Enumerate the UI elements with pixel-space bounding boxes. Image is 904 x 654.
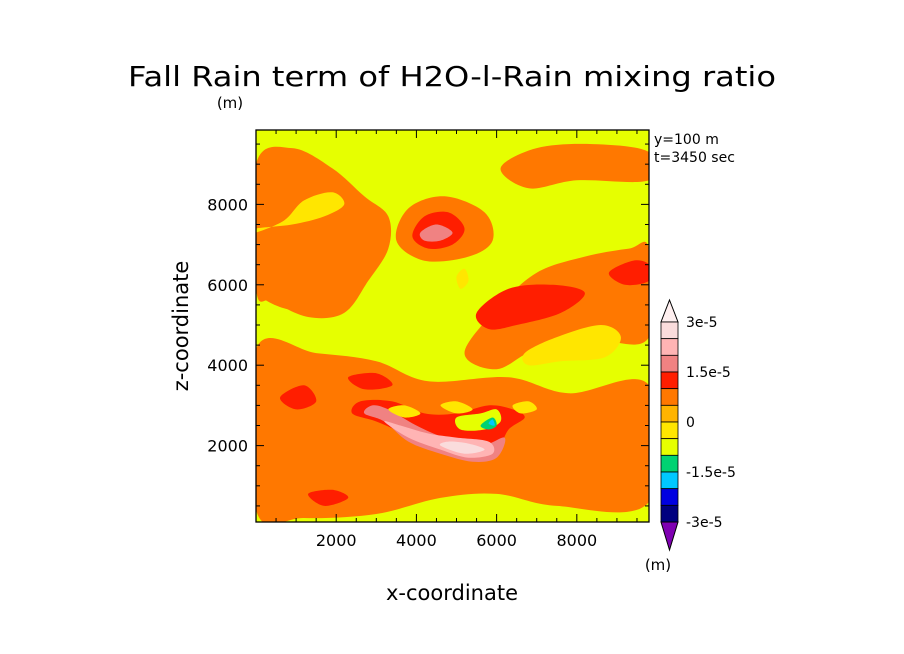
- colorbar-box: [660, 488, 679, 506]
- x-tick-label: 2000: [316, 531, 357, 550]
- y-tick-label: 6000: [207, 276, 248, 295]
- colorbar-box: [660, 338, 679, 356]
- contour-orange-far-right: [608, 260, 649, 286]
- x-tick-label: 4000: [396, 531, 437, 550]
- contour-green-lower-right: [512, 401, 537, 414]
- info-t: t=3450 sec: [654, 150, 735, 166]
- colorbar-tick-label: 0: [686, 415, 695, 431]
- contour-orange-left-mid: [279, 385, 317, 410]
- colorbar-box: [660, 371, 679, 390]
- colorbar-box: [660, 388, 679, 406]
- colorbar-top-arrow: [660, 298, 679, 323]
- contour-green-lower-left: [388, 405, 421, 418]
- colorbar-box: [660, 404, 679, 423]
- colorbar-box: [660, 421, 679, 440]
- colorbar-tick-label: 3e-5: [686, 315, 717, 331]
- contour-orange-mid: [347, 372, 393, 390]
- colorbar-box: [660, 504, 679, 523]
- info-y: y=100 m: [654, 132, 719, 148]
- colorbar-box: [660, 454, 679, 473]
- contour-red-top-core: [419, 224, 453, 242]
- colorbar-box: [660, 354, 679, 373]
- y-tick-label: 8000: [207, 195, 248, 214]
- y-tick-label: 2000: [207, 437, 248, 456]
- colorbar-bottom-arrow: [660, 521, 679, 552]
- y-tick-label: 4000: [207, 356, 248, 375]
- contour-green-right: [522, 325, 621, 366]
- contour-green-small-mid: [456, 268, 469, 289]
- axis-ticks: 2000 4000 6000 8000 2000 4000 6000 8000: [207, 130, 649, 550]
- colorbar-box: [660, 438, 679, 456]
- plot-unit-label: (m): [217, 94, 243, 112]
- x-tick-label: 8000: [556, 531, 597, 550]
- colorbar-box: [660, 321, 679, 340]
- contour-dark-blue-lower: [488, 419, 495, 426]
- chart-title: Fall Rain term of H2O-l-Rain mixing rati…: [128, 60, 776, 93]
- plot-border: [255, 129, 650, 523]
- contour-orange-right-band: [475, 284, 585, 330]
- colorbar-tick-label: -3e-5: [686, 515, 723, 531]
- contour-warm-band-top-right: [500, 143, 649, 189]
- contour-orange-left-low: [307, 489, 349, 506]
- plot-area: [255, 129, 650, 523]
- colorbar: 3e-5 1.5e-5 0 -1.5e-5 -3e-5: [660, 298, 736, 552]
- colorbar-tick-label: 1.5e-5: [686, 365, 731, 381]
- contour-pink-lower-light: [439, 441, 485, 454]
- x-axis-label: x-coordinate: [386, 581, 518, 605]
- colorbar-tick-label: -1.5e-5: [686, 465, 736, 481]
- y-axis-label: z-coordinate: [169, 261, 193, 392]
- contour-green-lower-mid: [440, 401, 473, 414]
- colorbar-box: [660, 471, 679, 490]
- contour-green-upper-left: [256, 192, 345, 233]
- x-tick-label: 6000: [476, 531, 517, 550]
- contour-fills: [256, 143, 649, 522]
- contour-warm-left-strip: [256, 264, 297, 310]
- colorbar-unit-label: (m): [645, 556, 671, 574]
